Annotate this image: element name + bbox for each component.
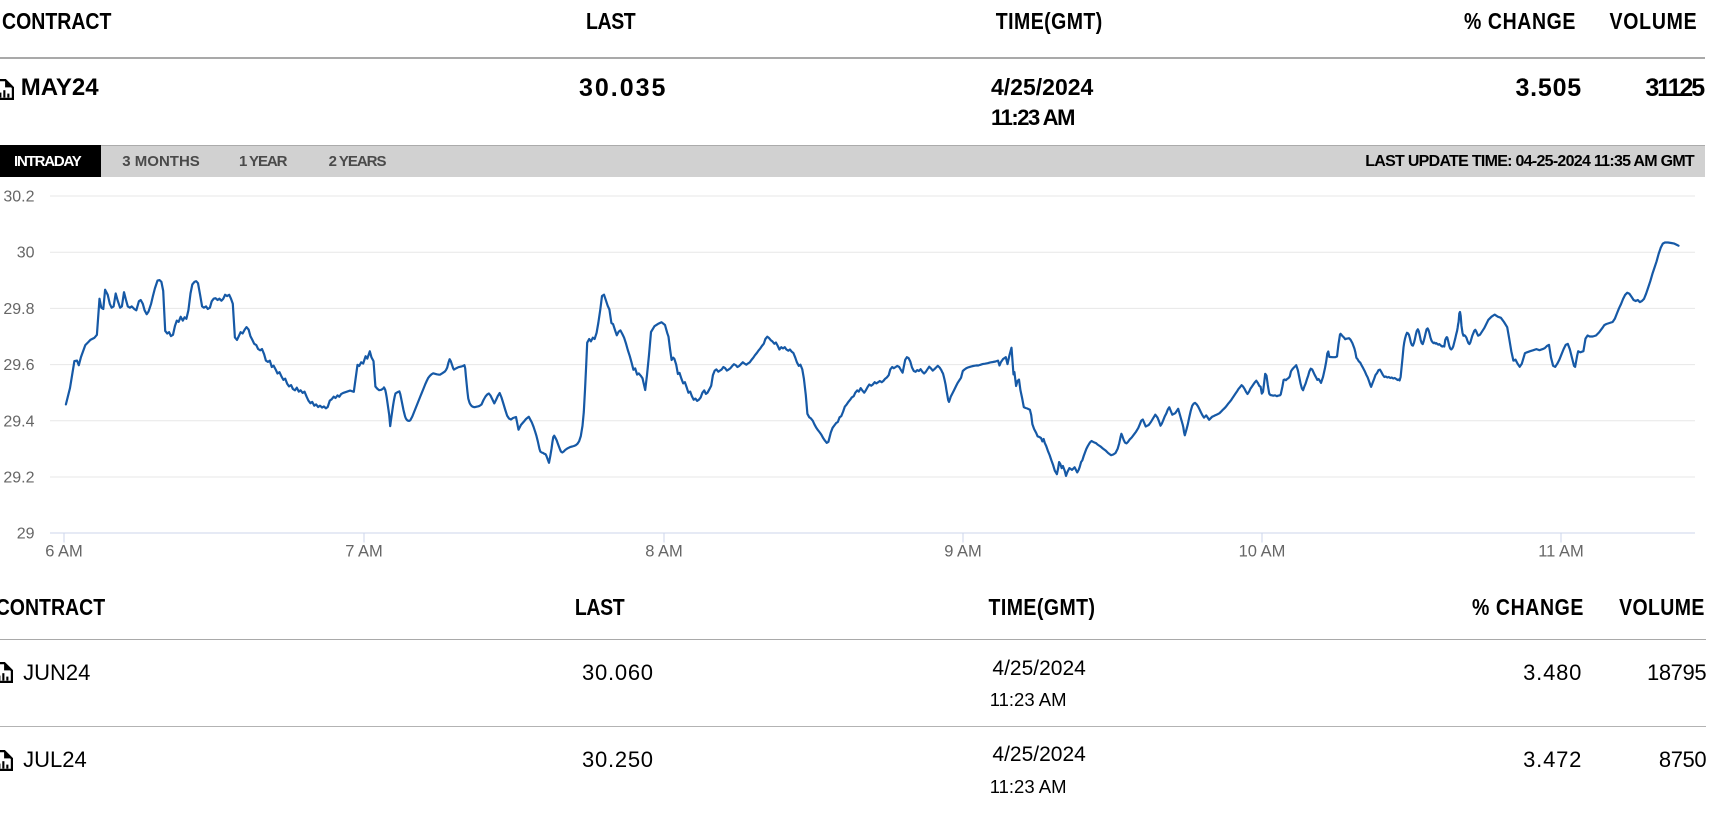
svg-text:29.6: 29.6	[3, 357, 34, 374]
svg-text:29.4: 29.4	[3, 413, 34, 430]
svg-text:29: 29	[17, 526, 35, 543]
svg-text:8 AM: 8 AM	[645, 542, 683, 560]
svg-text:30: 30	[17, 245, 35, 262]
svg-text:7 AM: 7 AM	[345, 542, 383, 560]
svg-text:29.8: 29.8	[3, 301, 34, 318]
svg-text:30.2: 30.2	[3, 189, 34, 206]
svg-text:11 AM: 11 AM	[1538, 542, 1584, 560]
svg-text:6 AM: 6 AM	[45, 542, 83, 560]
svg-text:29.2: 29.2	[3, 470, 34, 487]
svg-text:9 AM: 9 AM	[944, 542, 982, 560]
svg-text:10 AM: 10 AM	[1239, 542, 1286, 560]
